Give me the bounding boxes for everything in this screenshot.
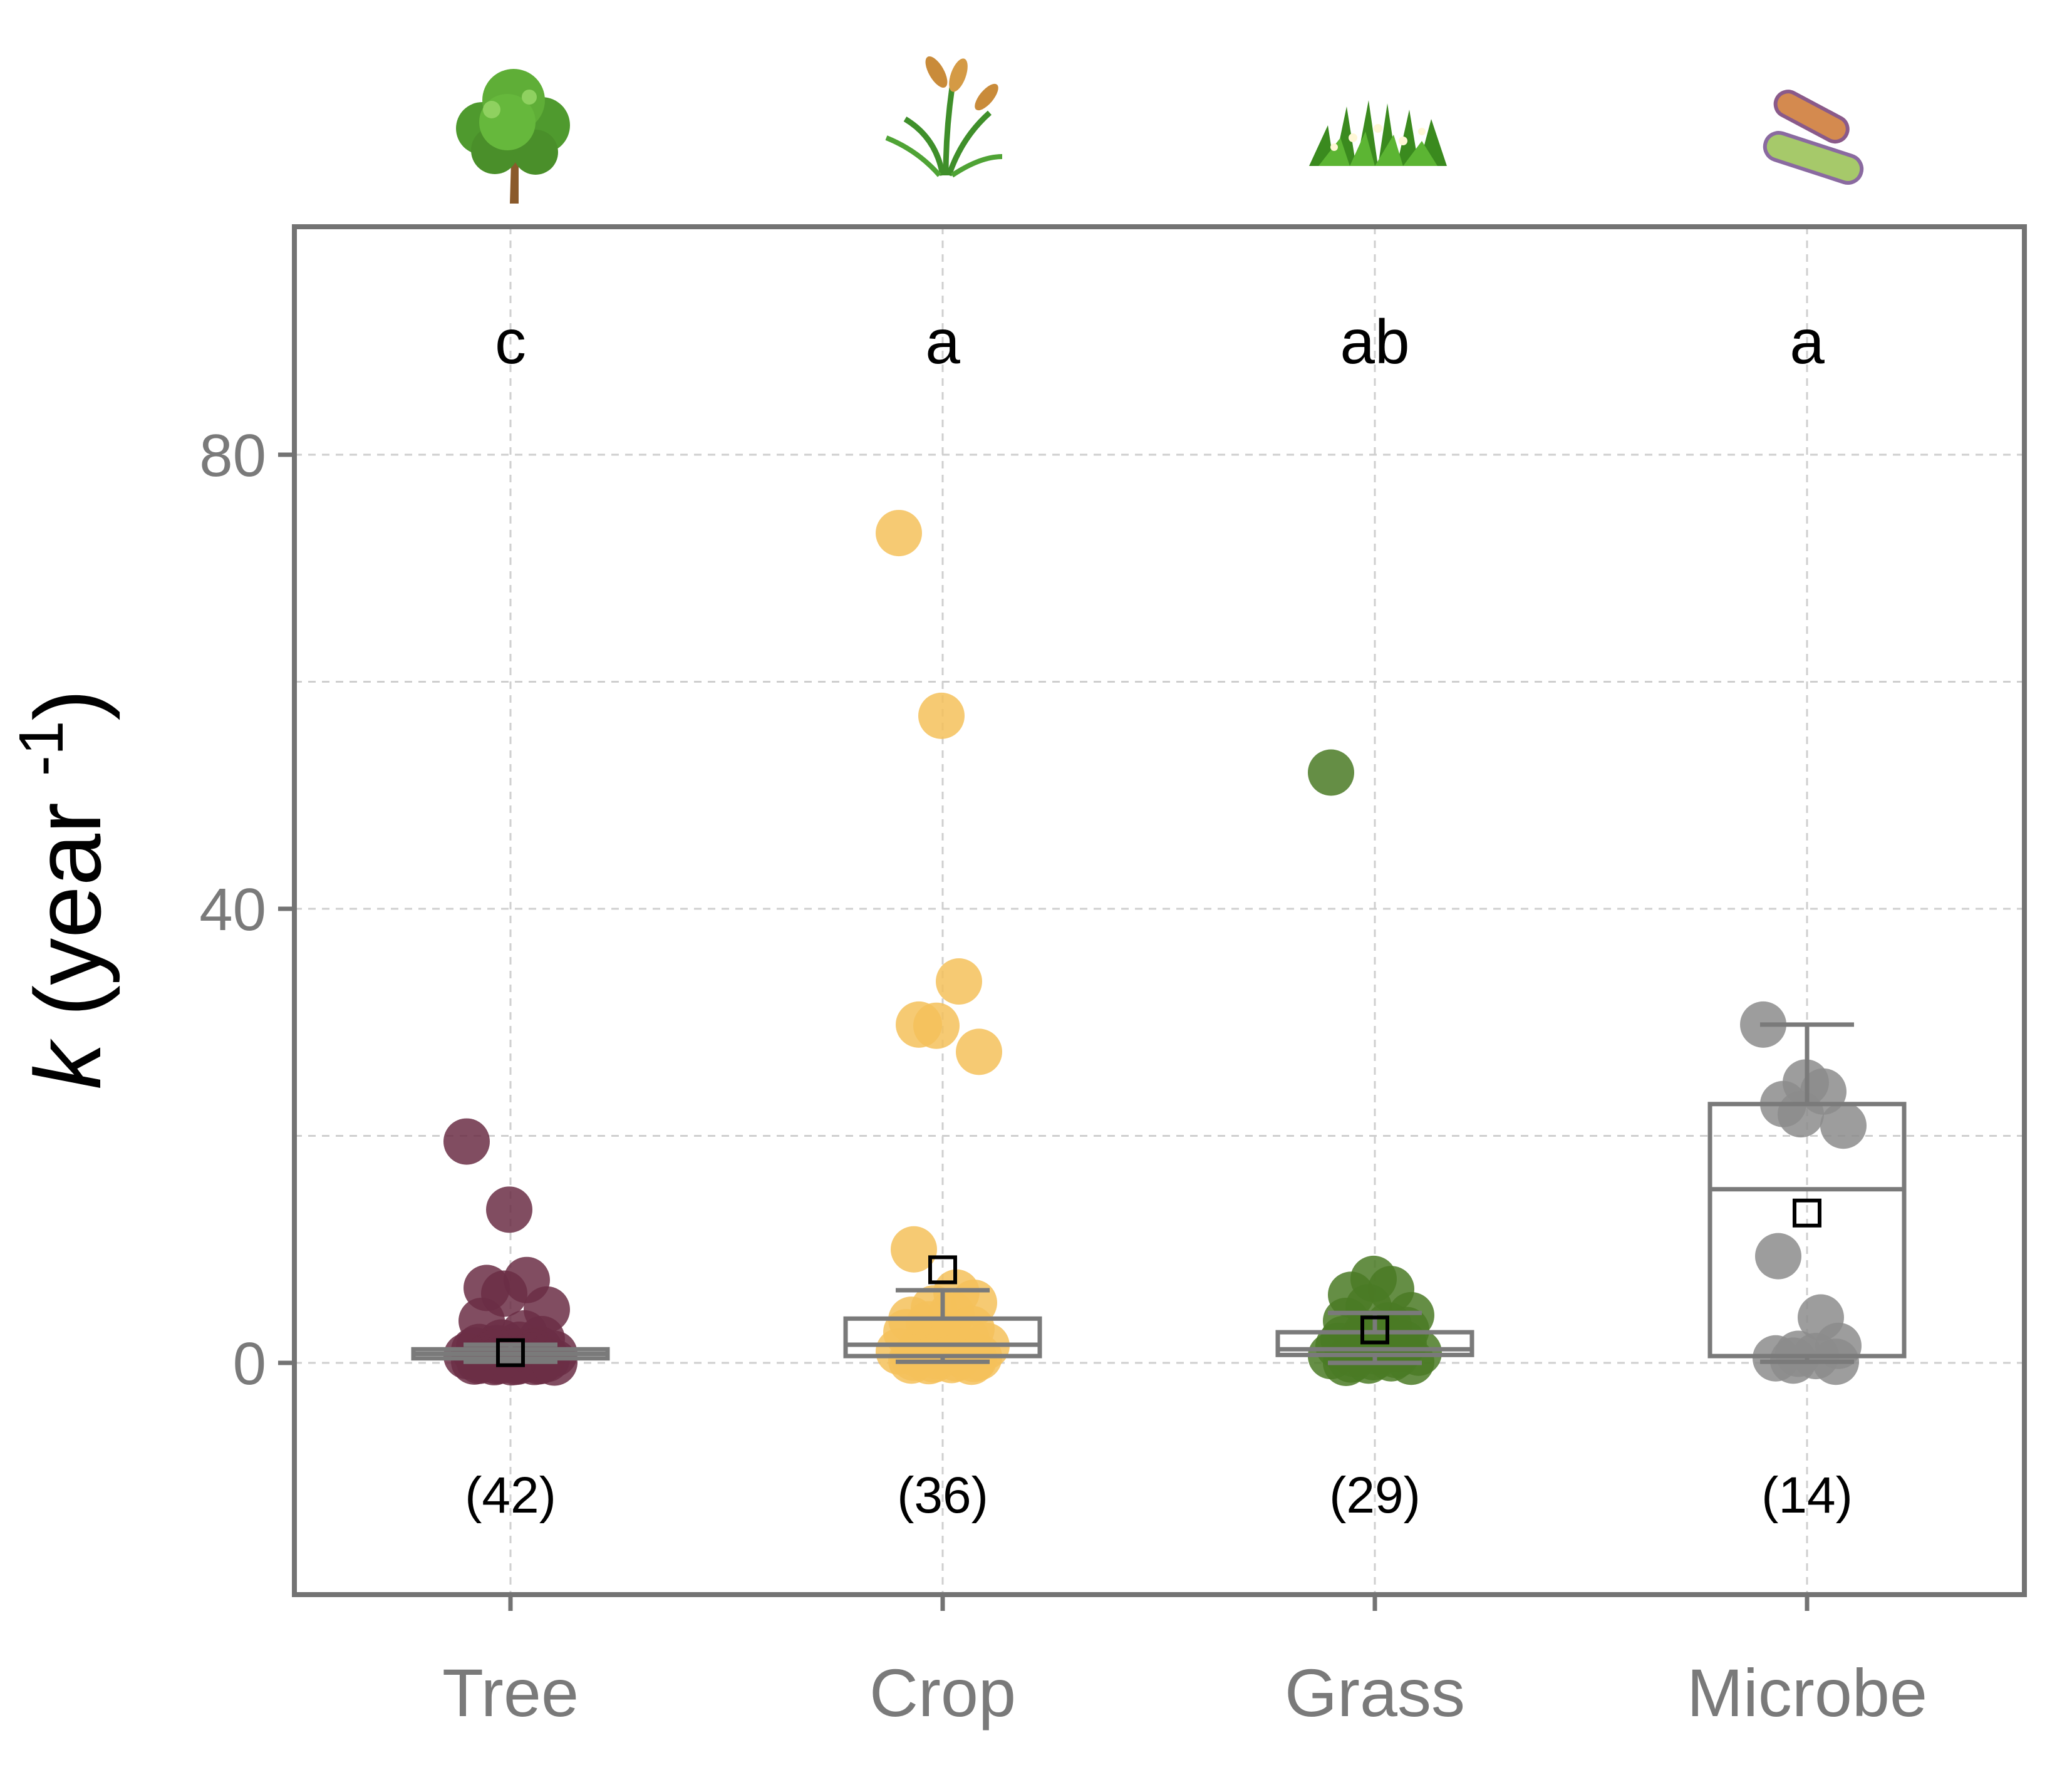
sample-size-label: (29) (1329, 1467, 1421, 1524)
bacteria-icon (1763, 90, 1864, 185)
x-tick-label-crop: Crop (869, 1655, 1016, 1731)
y-tick-label: 80 (199, 422, 266, 489)
y-tick-label: 40 (199, 876, 266, 943)
plot-frame (292, 224, 2027, 1597)
y-axis-title: k (year -1) (6, 690, 120, 1090)
box-plot (1275, 1310, 1474, 1365)
sample-size-label: (14) (1761, 1467, 1853, 1524)
group-microbe: a (14) (1707, 307, 1907, 1524)
data-points (1740, 1001, 1867, 1385)
sample-size-label: (42) (465, 1467, 556, 1524)
x-tick-label-grass: Grass (1285, 1655, 1465, 1731)
data-point (918, 692, 965, 739)
x-tick-label-tree: Tree (442, 1655, 579, 1731)
significance-label: ab (1340, 307, 1409, 377)
mean-marker (1793, 1198, 1821, 1228)
group-grass: ab (29) (1275, 307, 1474, 1524)
y-tick-label: 0 (233, 1330, 266, 1397)
y-axis: 0 40 80 (199, 422, 294, 1397)
mean-marker (496, 1338, 525, 1367)
box-plot (411, 1338, 610, 1367)
data-point (1778, 1091, 1824, 1138)
data-point (956, 1028, 1002, 1075)
significance-label: a (1790, 307, 1825, 377)
sample-size-label: (36) (897, 1467, 988, 1524)
x-axis: Tree Crop Grass Microbe (442, 1595, 1927, 1731)
rice-plant-icon (885, 56, 1003, 178)
grass-icon (1309, 100, 1447, 166)
significance-label: c (495, 307, 526, 377)
group-tree: c (42) (411, 307, 610, 1524)
box-plot (1707, 1022, 1907, 1364)
data-groups: c (42) a (36) ab (29) a (14) (411, 307, 1907, 1524)
x-tick-label-microbe: Microbe (1687, 1655, 1927, 1731)
data-point (1755, 1233, 1801, 1280)
grid-lines (294, 227, 2024, 1595)
mean-marker (1360, 1315, 1389, 1345)
box-iqr (843, 1316, 1042, 1358)
data-point (443, 1118, 490, 1165)
data-point (891, 1226, 937, 1273)
data-point (913, 1002, 960, 1049)
data-point (936, 958, 982, 1005)
mean-marker (928, 1255, 957, 1285)
box-iqr (1275, 1330, 1474, 1357)
tree-icon (456, 69, 570, 204)
data-point (486, 1186, 532, 1233)
data-point (1820, 1102, 1867, 1149)
data-point (876, 510, 922, 557)
box-plot (843, 1255, 1042, 1364)
box-iqr (1707, 1102, 1907, 1358)
data-points (876, 510, 1010, 1385)
group-crop: a (36) (843, 307, 1042, 1524)
significance-label: a (925, 307, 960, 377)
category-icons (456, 56, 1864, 204)
data-point (1308, 749, 1354, 796)
